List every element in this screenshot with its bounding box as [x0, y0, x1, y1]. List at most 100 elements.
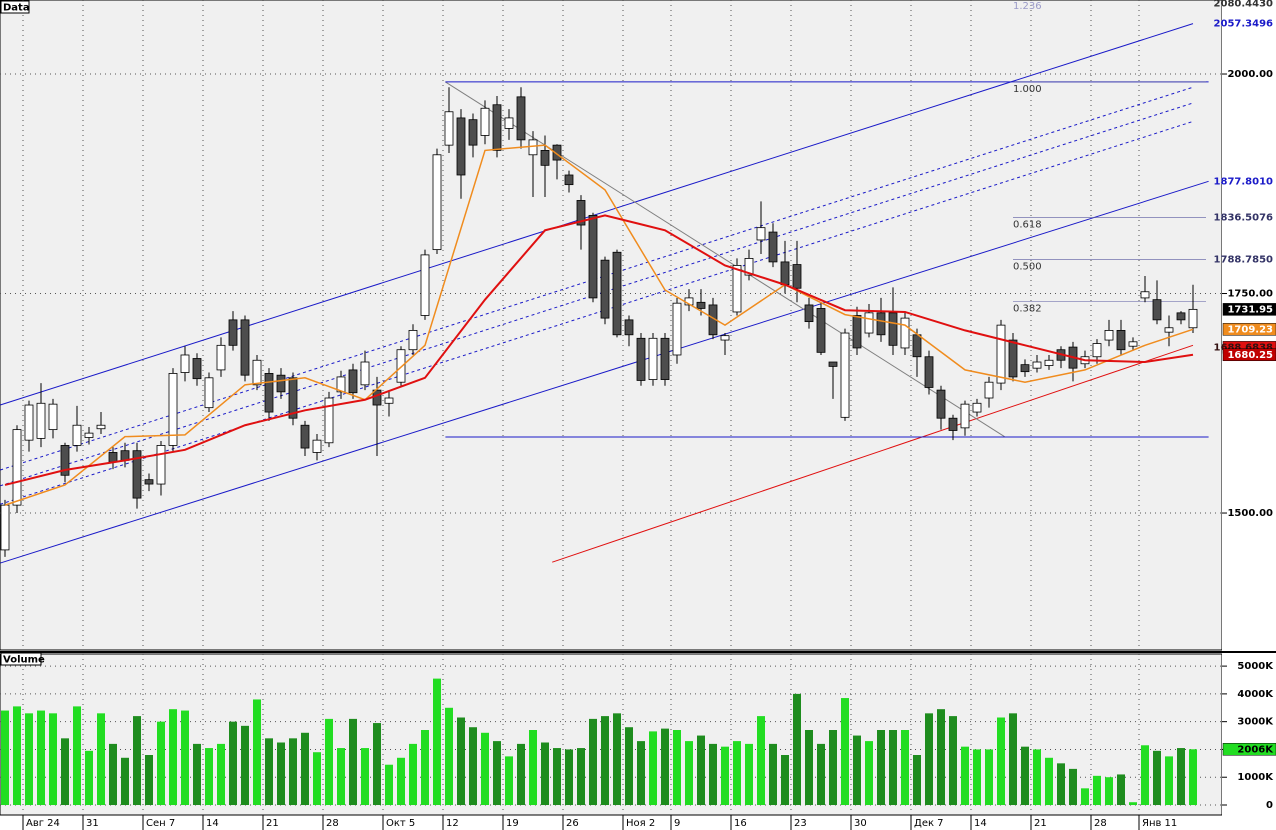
volume-bar: [529, 730, 537, 805]
candle-body: [276, 374, 286, 393]
volume-bar: [1033, 749, 1041, 805]
candle-body: [936, 389, 946, 419]
candle-body: [540, 150, 550, 166]
price-label: 1788.7850: [1214, 254, 1274, 265]
volume-bar: [1093, 775, 1101, 805]
x-tick-label: 12: [446, 818, 459, 829]
volume-bar: [577, 748, 585, 805]
panel-label: Volume: [3, 655, 45, 666]
candle-body: [456, 117, 466, 176]
candle-body: [636, 337, 646, 381]
candle-body: [660, 337, 670, 380]
volume-bar: [709, 743, 717, 805]
fib-label: 0.500: [1013, 261, 1042, 272]
x-tick-label: 31: [86, 818, 99, 829]
candle-body: [1008, 339, 1018, 378]
candle-body: [504, 117, 514, 129]
fib-label: 1.000: [1013, 84, 1042, 95]
candle-body: [1044, 359, 1054, 366]
candle-body: [912, 334, 922, 358]
volume-bar: [1069, 768, 1077, 805]
candle-body: [780, 261, 790, 286]
volume-bar: [121, 757, 129, 805]
candle-body: [132, 450, 142, 499]
volume-bar: [829, 730, 837, 805]
volume-bar: [553, 748, 561, 805]
candle-body: [324, 397, 334, 444]
volume-bar: [289, 738, 297, 805]
volume-bar: [649, 731, 657, 805]
volume-bar: [1081, 788, 1089, 805]
candle-body: [204, 377, 214, 409]
volume-bar: [25, 713, 33, 805]
candle-body: [612, 251, 622, 336]
price-label-box: [1223, 17, 1276, 30]
candle-body: [732, 265, 742, 313]
volume-bar: [925, 713, 933, 805]
volume-bar: [589, 718, 597, 805]
volume-bar: [781, 755, 789, 805]
fib-label: 0.618: [1013, 220, 1042, 231]
candle-body: [384, 397, 394, 404]
x-tick-label: 30: [854, 818, 867, 829]
volume-bar: [769, 743, 777, 805]
candle-body: [12, 429, 22, 506]
candle-body: [432, 154, 442, 251]
volume-bar: [793, 693, 801, 805]
y-tick-label: 2000.00: [1227, 69, 1273, 80]
candle-body: [648, 337, 658, 380]
volume-bar: [37, 710, 45, 805]
candle-body: [60, 445, 70, 476]
volume-bar: [85, 750, 93, 805]
volume-bar: [601, 716, 609, 805]
y-tick-label: 0: [1266, 800, 1273, 811]
x-tick-label: 28: [1094, 818, 1107, 829]
candle-body: [984, 381, 994, 399]
candle-body: [600, 259, 610, 319]
volume-bar: [1129, 802, 1137, 805]
price-label-box: [1223, 253, 1276, 266]
price-label-box: [1223, 211, 1276, 224]
candle-body: [360, 361, 370, 386]
volume-bar: [253, 699, 261, 805]
volume-bar: [1141, 745, 1149, 805]
x-tick-label: 21: [266, 818, 279, 829]
candle-body: [852, 315, 862, 349]
volume-bar: [613, 713, 621, 805]
candle-body: [444, 111, 454, 146]
x-tick-label: Ноя 2: [626, 818, 655, 829]
candle-body: [348, 369, 358, 394]
candle-body: [888, 312, 898, 346]
volume-bar: [1057, 763, 1065, 805]
volume-bar: [373, 723, 381, 805]
panel-label-box: [0, 0, 30, 14]
price-label: 1680.25: [1227, 350, 1273, 361]
candle-body: [288, 377, 298, 419]
candle-body: [1140, 291, 1150, 299]
x-tick-label: 28: [326, 818, 339, 829]
volume-bar: [385, 764, 393, 805]
volume-bar: [877, 730, 885, 805]
candle-body: [1032, 361, 1042, 369]
candle-body: [948, 417, 958, 431]
y-tick-label: 1000K: [1237, 772, 1274, 783]
trendline: [445, 81, 1005, 438]
candle-body: [36, 402, 46, 439]
candle-body: [588, 214, 598, 299]
candle-body: [84, 432, 94, 438]
volume-bar: [1189, 749, 1197, 805]
volume-bar: [481, 732, 489, 805]
candle-body: [1164, 327, 1174, 333]
volume-bar: [1165, 756, 1173, 805]
volume-bar: [301, 732, 309, 805]
volume-bar: [325, 718, 333, 805]
moving-average: [4, 214, 1194, 486]
volume-bar: [901, 730, 909, 805]
volume-bar: [433, 678, 441, 805]
price-label: 1731.95: [1227, 304, 1273, 315]
candle-body: [264, 373, 274, 413]
candle-body: [1116, 329, 1126, 351]
price-label-box: [1222, 743, 1276, 756]
candle-body: [972, 402, 982, 413]
x-tick-label: 9: [674, 818, 680, 829]
